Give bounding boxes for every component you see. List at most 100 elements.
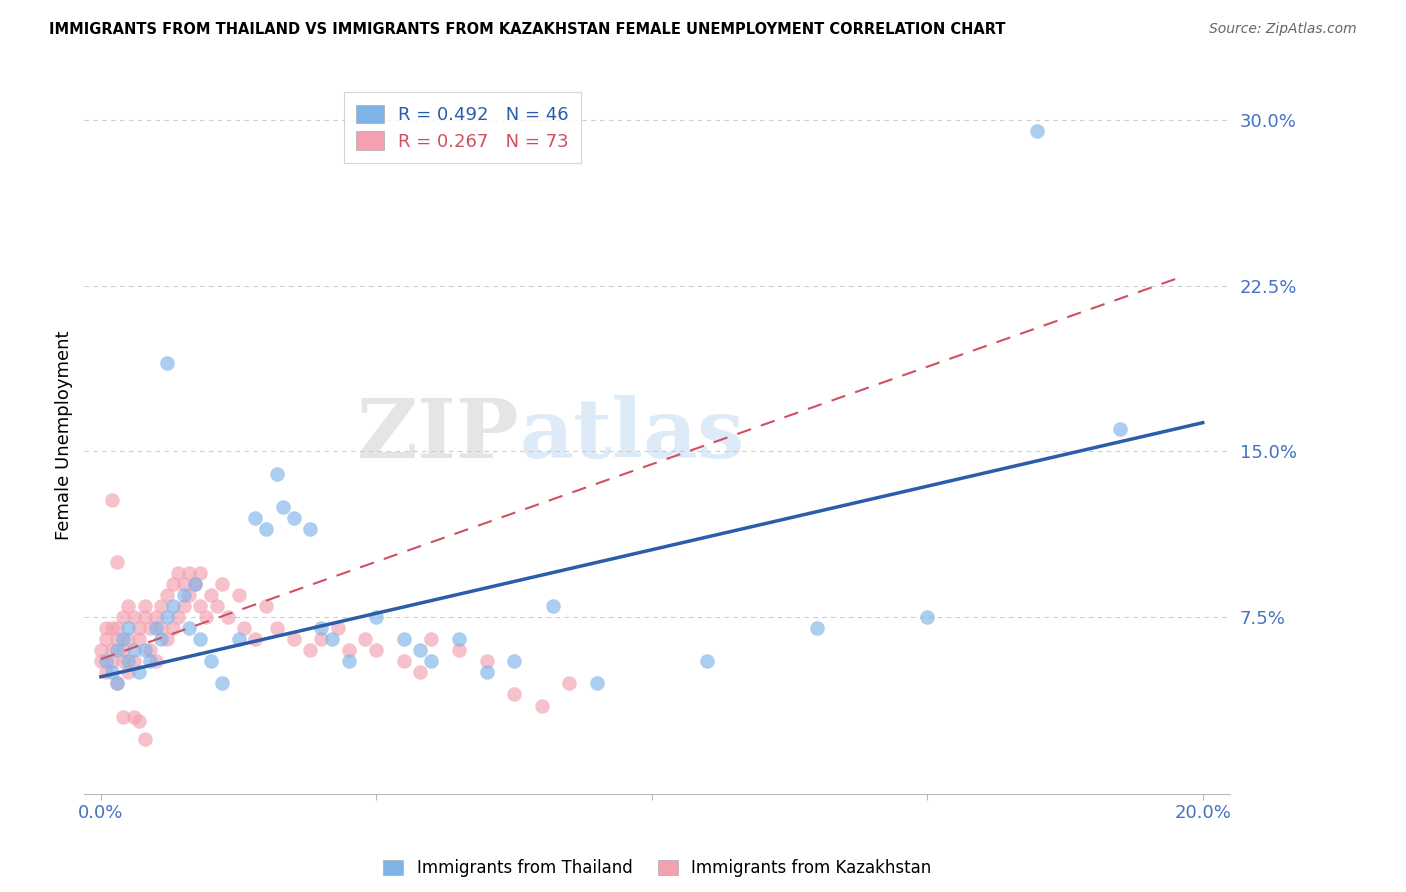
Point	[173, 588, 195, 602]
Point	[200, 588, 222, 602]
Point	[90, 654, 112, 668]
Point	[194, 610, 217, 624]
Point	[145, 610, 167, 624]
Point	[145, 654, 167, 668]
Point	[128, 665, 150, 680]
Point	[254, 522, 277, 536]
Point	[150, 632, 173, 647]
Point	[134, 731, 156, 746]
Point	[111, 610, 134, 624]
Point	[117, 621, 139, 635]
Point	[162, 577, 184, 591]
Point	[254, 599, 277, 613]
Point	[134, 643, 156, 657]
Point	[101, 665, 124, 680]
Point	[503, 654, 526, 668]
Point	[145, 621, 167, 635]
Point	[205, 599, 228, 613]
Point	[117, 654, 139, 668]
Point	[134, 599, 156, 613]
Point	[299, 522, 322, 536]
Point	[128, 621, 150, 635]
Point	[107, 555, 129, 569]
Point	[337, 654, 360, 668]
Point	[111, 654, 134, 668]
Point	[96, 654, 118, 668]
Point	[177, 588, 200, 602]
Point	[128, 632, 150, 647]
Point	[696, 654, 718, 668]
Point	[217, 610, 239, 624]
Point	[309, 632, 332, 647]
Point	[266, 467, 288, 481]
Point	[134, 610, 156, 624]
Point	[156, 588, 179, 602]
Point	[167, 610, 190, 624]
Point	[326, 621, 349, 635]
Point	[156, 632, 179, 647]
Point	[167, 566, 190, 580]
Point	[150, 621, 173, 635]
Point	[101, 621, 124, 635]
Point	[915, 610, 938, 624]
Point	[107, 676, 129, 690]
Point	[243, 632, 266, 647]
Point	[173, 577, 195, 591]
Point	[117, 599, 139, 613]
Point	[177, 566, 200, 580]
Point	[211, 577, 233, 591]
Point	[122, 643, 145, 657]
Point	[271, 500, 294, 514]
Point	[366, 610, 388, 624]
Point	[447, 643, 470, 657]
Legend: Immigrants from Thailand, Immigrants from Kazakhstan: Immigrants from Thailand, Immigrants fro…	[377, 853, 938, 884]
Point	[122, 610, 145, 624]
Point	[122, 709, 145, 723]
Point	[162, 621, 184, 635]
Point	[188, 599, 211, 613]
Point	[173, 599, 195, 613]
Point	[107, 643, 129, 657]
Point	[233, 621, 256, 635]
Point	[447, 632, 470, 647]
Point	[107, 621, 129, 635]
Point	[420, 632, 443, 647]
Point	[156, 356, 179, 370]
Point	[90, 643, 112, 657]
Point	[111, 632, 134, 647]
Point	[1109, 422, 1132, 436]
Text: Source: ZipAtlas.com: Source: ZipAtlas.com	[1209, 22, 1357, 37]
Point	[101, 643, 124, 657]
Text: ZIP: ZIP	[357, 395, 520, 475]
Point	[177, 621, 200, 635]
Point	[128, 714, 150, 728]
Point	[188, 632, 211, 647]
Point	[475, 665, 498, 680]
Point	[188, 566, 211, 580]
Point	[150, 599, 173, 613]
Point	[139, 643, 162, 657]
Point	[354, 632, 377, 647]
Point	[392, 654, 415, 668]
Y-axis label: Female Unemployment: Female Unemployment	[55, 330, 73, 540]
Point	[475, 654, 498, 668]
Point	[183, 577, 205, 591]
Point	[420, 654, 443, 668]
Point	[530, 698, 553, 713]
Point	[283, 510, 305, 524]
Point	[392, 632, 415, 647]
Text: atlas: atlas	[520, 395, 745, 475]
Point	[156, 610, 179, 624]
Point	[101, 493, 124, 508]
Point	[139, 654, 162, 668]
Point	[541, 599, 564, 613]
Point	[162, 599, 184, 613]
Text: IMMIGRANTS FROM THAILAND VS IMMIGRANTS FROM KAZAKHSTAN FEMALE UNEMPLOYMENT CORRE: IMMIGRANTS FROM THAILAND VS IMMIGRANTS F…	[49, 22, 1005, 37]
Point	[111, 709, 134, 723]
Point	[228, 588, 250, 602]
Point	[111, 643, 134, 657]
Point	[243, 510, 266, 524]
Point	[321, 632, 343, 647]
Point	[139, 621, 162, 635]
Point	[409, 643, 432, 657]
